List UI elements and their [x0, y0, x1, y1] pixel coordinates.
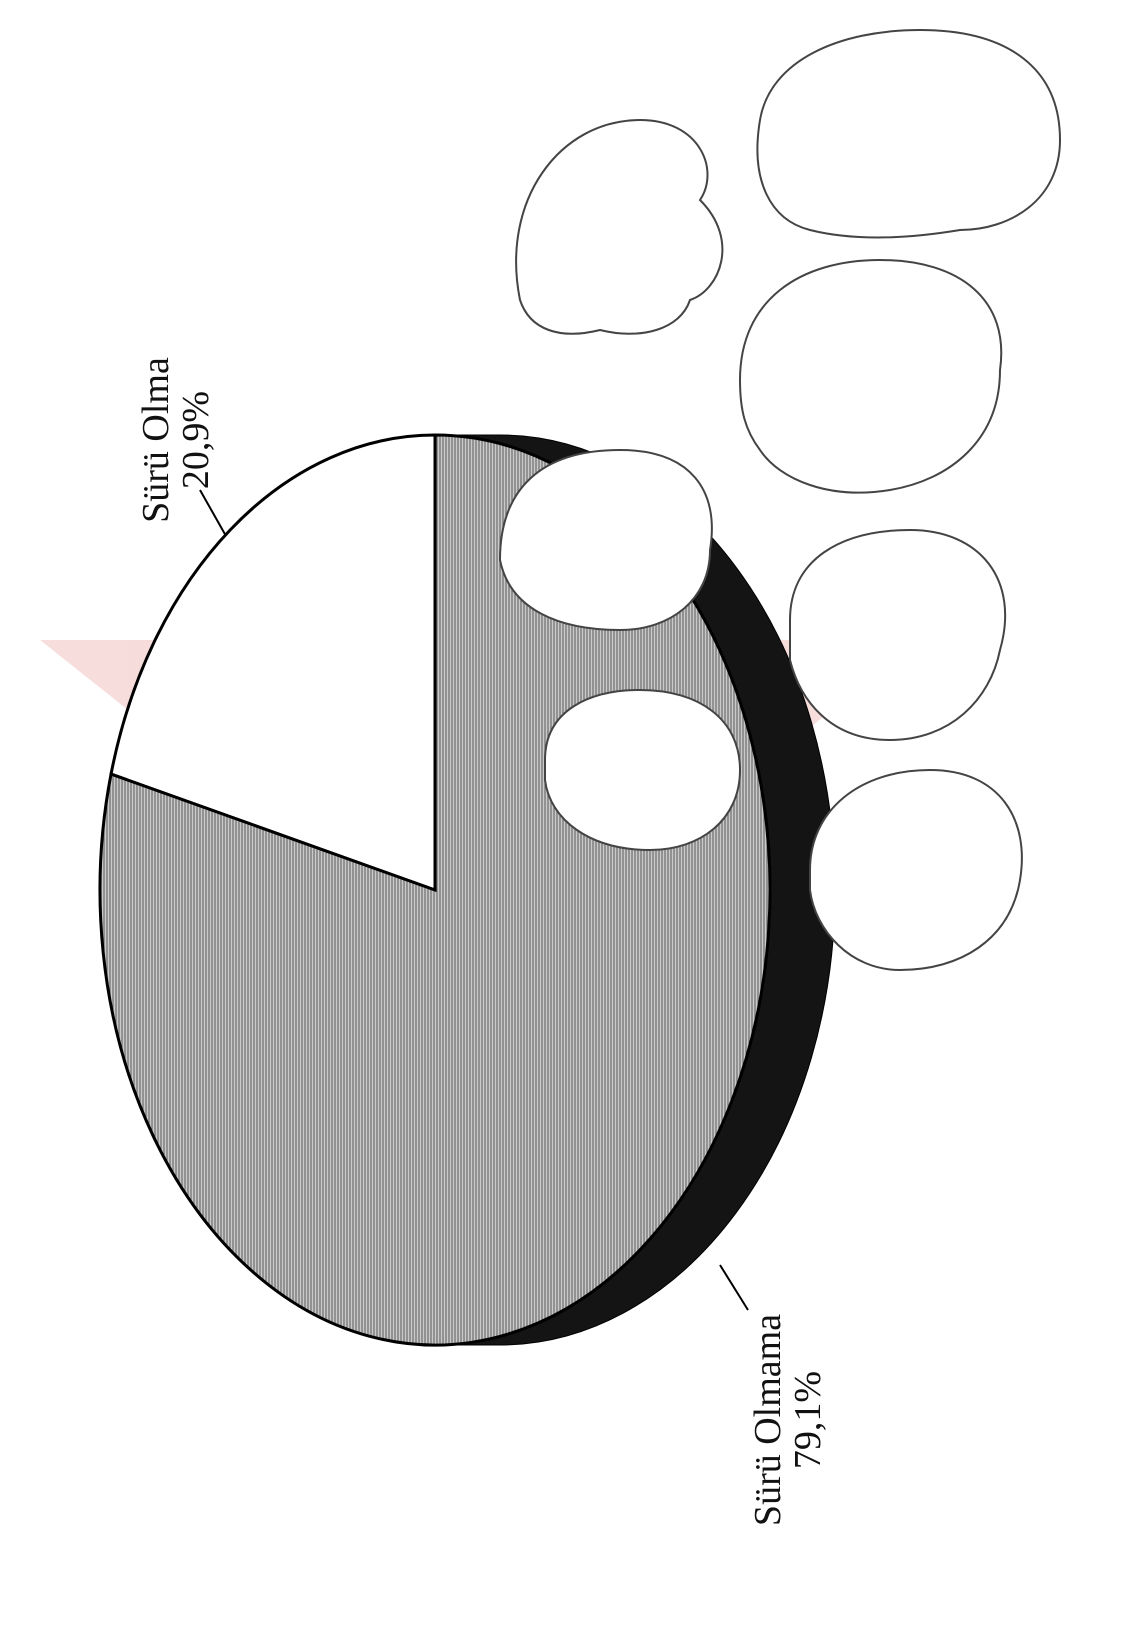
slice-label-name: Sürü Olmama	[747, 1314, 789, 1526]
leader-line-suru-olmama	[719, 1264, 749, 1311]
head-silhouette	[544, 688, 742, 852]
pie-3d-group	[98, 433, 836, 1347]
head-silhouette	[498, 448, 713, 632]
leader-line-suru-olma	[199, 489, 227, 537]
head-silhouette	[789, 528, 1007, 742]
pie-slice-suru-olma	[109, 433, 437, 893]
slice-label-value: 79,1%	[787, 1371, 829, 1469]
slice-label-value: 20,9%	[175, 391, 217, 489]
slice-label-name: Sürü Olma	[135, 357, 177, 523]
head-silhouette	[756, 28, 1062, 239]
head-silhouette	[515, 118, 724, 335]
head-silhouette	[738, 258, 1003, 494]
head-silhouette	[809, 768, 1023, 972]
label-suru-olma: Sürü Olma 20,9%	[135, 357, 217, 523]
silhouette-heads	[498, 28, 1062, 972]
label-suru-olmama: Sürü Olmama 79,1%	[747, 1314, 829, 1526]
